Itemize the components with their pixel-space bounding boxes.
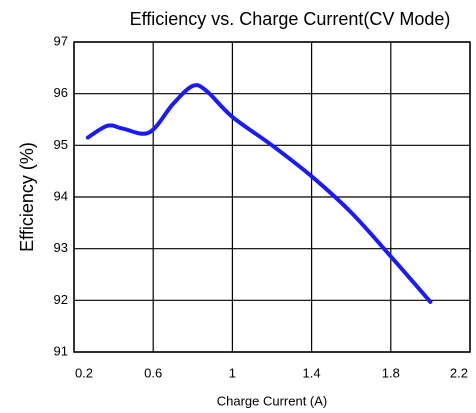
y-tick-label: 94 xyxy=(54,188,68,203)
x-axis-label: Charge Current (A) xyxy=(217,393,328,408)
y-axis-label: Efficiency (%) xyxy=(17,142,37,252)
x-tick-label: 1.8 xyxy=(382,365,400,380)
chart-title: Efficiency vs. Charge Current(CV Mode) xyxy=(130,9,451,29)
y-tick-label: 93 xyxy=(54,240,68,255)
y-tick-label: 97 xyxy=(54,33,68,48)
data-line xyxy=(85,83,433,304)
x-tick-label: 2.2 xyxy=(450,365,468,380)
y-tick-label: 92 xyxy=(54,292,68,307)
x-tick-label: 1.4 xyxy=(303,365,321,380)
x-tick-label: 1 xyxy=(229,365,236,380)
y-tick-label: 96 xyxy=(54,85,68,100)
x-tick-label: 0.6 xyxy=(144,365,162,380)
y-tick-label: 95 xyxy=(54,137,68,152)
y-tick-label: 91 xyxy=(54,343,68,358)
x-tick-label: 0.2 xyxy=(75,365,93,380)
plot-border xyxy=(73,41,471,353)
